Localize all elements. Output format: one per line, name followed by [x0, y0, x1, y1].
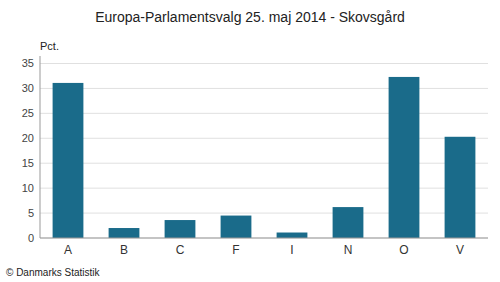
- x-tick-label: I: [290, 243, 293, 257]
- grid-line: [40, 213, 488, 214]
- bar: [389, 77, 420, 238]
- grid-line: [40, 188, 488, 189]
- grid-line: [40, 163, 488, 164]
- chart-svg: Europa-Parlamentsvalg 25. maj 2014 - Sko…: [0, 0, 500, 282]
- y-axis-line: [40, 56, 41, 238]
- x-tick-label: B: [120, 243, 128, 257]
- y-axis-label: Pct.: [40, 40, 59, 52]
- y-tick-label: 25: [22, 107, 34, 119]
- grid-line: [40, 238, 488, 239]
- y-tick-label: 30: [22, 82, 34, 94]
- bar: [53, 83, 84, 238]
- x-axis-line: [40, 238, 488, 239]
- x-tick-label: N: [344, 243, 353, 257]
- grid: [40, 63, 488, 238]
- x-tick-label: F: [232, 243, 239, 257]
- bar: [165, 220, 196, 238]
- grid-line: [40, 88, 488, 89]
- footer: © Danmarks Statistik: [6, 267, 101, 278]
- grid-line: [40, 63, 488, 64]
- y-tick-label: 35: [22, 57, 34, 69]
- y-tick-label: 5: [28, 207, 34, 219]
- y-tick-label: 10: [22, 182, 34, 194]
- x-tick-label: C: [176, 243, 185, 257]
- bar: [109, 228, 140, 238]
- bar: [277, 233, 308, 238]
- x-tick-label: A: [64, 243, 72, 257]
- grid-line: [40, 138, 488, 139]
- y-tick-label: 20: [22, 132, 34, 144]
- bar: [333, 207, 364, 238]
- bar: [221, 216, 252, 238]
- y-tick-label: 15: [22, 157, 34, 169]
- bar: [445, 137, 476, 238]
- bars: [53, 77, 476, 238]
- x-tick-label: O: [399, 243, 408, 257]
- title: Europa-Parlamentsvalg 25. maj 2014 - Sko…: [95, 9, 405, 25]
- grid-line: [40, 113, 488, 114]
- x-tick-label: V: [456, 243, 464, 257]
- y-tick-label: 0: [28, 232, 34, 244]
- chart-container: Europa-Parlamentsvalg 25. maj 2014 - Sko…: [0, 0, 500, 282]
